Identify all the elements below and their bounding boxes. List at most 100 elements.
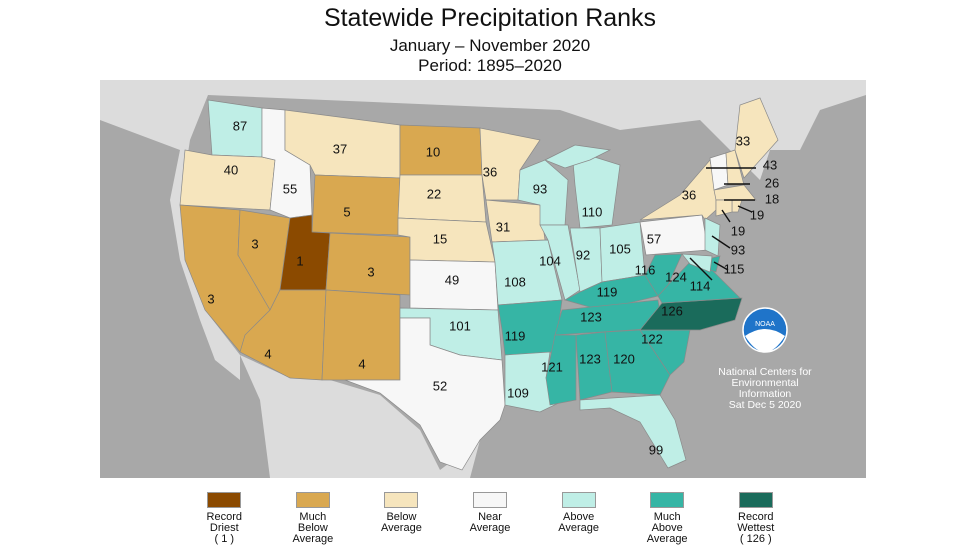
state-rank-label: 18 [765, 191, 779, 206]
legend-label: Average [381, 522, 422, 534]
state-ms[interactable] [545, 334, 577, 406]
legend-label: Wettest [737, 522, 775, 534]
state-rank-label: 43 [763, 157, 777, 172]
map-title: Statewide Precipitation Ranks [323, 4, 657, 32]
state-rank-label: 49 [445, 272, 459, 287]
state-rank-label: 1 [296, 253, 303, 268]
state-rank-label: 19 [731, 223, 745, 238]
state-rank-label: 126 [661, 303, 683, 318]
legend-label: Average [469, 522, 511, 534]
legend-label: Record [738, 511, 774, 523]
state-rank-label: 110 [582, 204, 603, 219]
state-rank-label: 93 [731, 242, 745, 257]
state-mi-upper[interactable] [544, 144, 612, 169]
state-nd[interactable] [399, 124, 483, 176]
state-rank-label: 109 [507, 385, 529, 400]
state-rank-label: 4 [264, 346, 271, 361]
leader-line [711, 235, 731, 249]
state-sd[interactable] [397, 174, 487, 223]
state-rank-label: 99 [649, 442, 663, 457]
state-md[interactable] [681, 253, 713, 273]
credit-line: Sat Dec 5 2020 [729, 399, 802, 411]
credit-line: Environmental [731, 377, 798, 389]
state-rank-label: 119 [505, 328, 526, 343]
legend-swatch [384, 492, 419, 508]
state-rank-label: 104 [539, 253, 561, 268]
legend-label: Below [297, 522, 328, 534]
legend-label: Average [558, 522, 599, 534]
legend: Record Driest( 1 ) Much Below Average Below Av… [180, 492, 800, 545]
state-mi[interactable] [571, 149, 621, 229]
state-rank-label: 3 [251, 236, 258, 251]
state-rank-label: 101 [449, 318, 471, 333]
state-rank-label: 36 [682, 187, 696, 202]
credit-line: Information [739, 388, 792, 400]
state-rank-label: 4 [358, 356, 365, 371]
state-wv[interactable] [644, 253, 683, 297]
state-ga[interactable] [604, 329, 671, 396]
state-rank-label: 122 [641, 331, 663, 346]
state-il[interactable] [539, 224, 581, 301]
state-rank-label: 10 [426, 144, 440, 159]
state-rank-label: 119 [597, 284, 618, 299]
state-wy[interactable] [311, 174, 401, 236]
state-rank-label: 123 [580, 309, 602, 324]
credit-line: National Centers for [718, 366, 812, 378]
legend-label: Average [292, 533, 334, 545]
legend-label: Above [563, 511, 595, 523]
state-rank-label: 36 [483, 164, 497, 179]
noaa-logo-text: NOAA [755, 321, 775, 328]
legend-label: Driest [209, 522, 239, 534]
legend-swatch [207, 492, 242, 508]
state-ma[interactable] [713, 184, 757, 201]
legend-swatch [561, 492, 596, 508]
legend-swatch [738, 492, 773, 508]
legend-label: Below [386, 511, 417, 523]
legend-item: Below Average [357, 492, 446, 545]
state-me[interactable] [734, 97, 779, 179]
state-rank-label: 37 [333, 141, 347, 156]
leader-line [713, 261, 729, 271]
legend-item: Much Below Average [269, 492, 358, 545]
leader-line [689, 257, 713, 281]
state-rank-label: 26 [765, 175, 779, 190]
state-tx[interactable] [344, 317, 506, 471]
state-rank-label: 115 [724, 261, 745, 276]
canada-mexico-land [100, 80, 866, 478]
legend-label: ( 1 ) [214, 533, 235, 545]
legend-item: Record Wettest( 126 ) [711, 492, 800, 545]
map-period: Period: 1895–2020 [418, 56, 562, 75]
legend-label: ( 126 ) [739, 533, 772, 545]
legend-item: Near Average [446, 492, 535, 545]
state-rank-label: 40 [224, 162, 238, 177]
state-rank-label: 33 [736, 133, 750, 148]
state-rank-label: 123 [579, 351, 601, 366]
state-rank-label: 55 [283, 181, 297, 196]
state-rank-label: 19 [750, 207, 764, 222]
state-rank-label: 93 [533, 181, 547, 196]
legend-label: Record [206, 511, 243, 523]
legend-label: Above [651, 522, 683, 534]
state-rank-label: 121 [541, 359, 563, 374]
legend-label: Much [299, 511, 327, 523]
state-rank-label: 3 [367, 264, 374, 279]
state-or[interactable] [179, 149, 276, 211]
noaa-bird-icon [745, 329, 785, 352]
state-rank-label: 3 [207, 291, 214, 306]
state-rank-label: 124 [665, 269, 687, 284]
state-rank-label: 120 [613, 351, 635, 366]
state-fl[interactable] [579, 394, 687, 469]
legend-label: Average [646, 533, 688, 545]
state-rank-label: 105 [609, 241, 631, 256]
legend-swatch [650, 492, 685, 508]
leader-line [737, 205, 753, 213]
legend-swatch [295, 492, 330, 508]
legend-label: Near [478, 511, 502, 523]
legend-item: Record Driest( 1 ) [180, 492, 269, 545]
state-nc[interactable] [639, 297, 743, 331]
map-subtitle: January – November 2020 [389, 36, 591, 55]
state-rank-label: 31 [496, 219, 510, 234]
legend-swatch [473, 492, 508, 508]
